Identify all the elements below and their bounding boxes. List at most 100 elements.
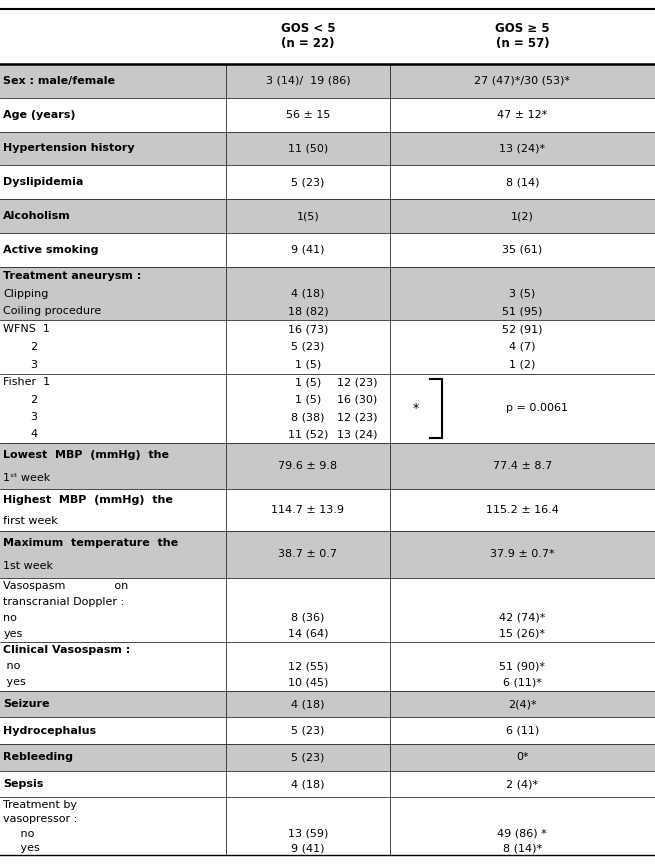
Text: 10 (45): 10 (45) — [288, 677, 328, 688]
Bar — [0, 797, 655, 855]
Text: 13 (59): 13 (59) — [288, 829, 328, 839]
Text: 51 (90)*: 51 (90)* — [499, 661, 546, 671]
Text: 5 (23): 5 (23) — [291, 342, 324, 352]
Text: 1 (5): 1 (5) — [295, 359, 321, 370]
Bar — [0, 267, 655, 321]
Bar — [0, 577, 655, 642]
Text: 49 (86) *: 49 (86) * — [498, 829, 547, 839]
Bar — [0, 200, 655, 233]
Bar — [0, 531, 655, 577]
Bar — [0, 690, 655, 717]
Text: 3: 3 — [3, 359, 38, 370]
Text: 12 (23): 12 (23) — [337, 412, 377, 422]
Text: 0*: 0* — [516, 753, 529, 762]
Text: 16 (73): 16 (73) — [288, 324, 328, 334]
Text: 8 (36): 8 (36) — [291, 613, 324, 623]
Bar — [0, 9, 655, 64]
Text: 5 (23): 5 (23) — [291, 177, 324, 187]
Bar — [0, 771, 655, 797]
Bar — [0, 642, 655, 690]
Text: Age (years): Age (years) — [3, 110, 76, 119]
Text: p = 0.0061: p = 0.0061 — [506, 403, 568, 413]
Text: 3 (14)/  19 (86): 3 (14)/ 19 (86) — [265, 76, 350, 86]
Bar — [0, 165, 655, 200]
Text: 16 (30): 16 (30) — [337, 395, 377, 404]
Text: Rebleeding: Rebleeding — [3, 753, 73, 762]
Bar — [0, 443, 655, 489]
Text: 2(4)*: 2(4)* — [508, 699, 536, 709]
Text: 8 (38): 8 (38) — [291, 412, 325, 422]
Text: transcranial Doppler :: transcranial Doppler : — [3, 597, 124, 607]
Text: Treatment by: Treatment by — [3, 800, 77, 810]
Bar — [0, 98, 655, 131]
Text: Maximum  temperature  the: Maximum temperature the — [3, 538, 178, 548]
Text: 47 ± 12*: 47 ± 12* — [497, 110, 548, 119]
Text: 37.9 ± 0.7*: 37.9 ± 0.7* — [490, 550, 555, 559]
Text: 4 (18): 4 (18) — [291, 289, 325, 299]
Text: 27 (47)*/30 (53)*: 27 (47)*/30 (53)* — [474, 76, 571, 86]
Text: 35 (61): 35 (61) — [502, 245, 542, 255]
Text: yes: yes — [3, 629, 22, 638]
Text: 6 (11): 6 (11) — [506, 726, 539, 736]
Text: 18 (82): 18 (82) — [288, 307, 328, 316]
Text: 1 (5): 1 (5) — [295, 378, 321, 387]
Text: yes: yes — [3, 843, 40, 853]
Text: 115.2 ± 16.4: 115.2 ± 16.4 — [486, 505, 559, 515]
Text: Vasospasm              on: Vasospasm on — [3, 581, 128, 591]
Text: 2: 2 — [3, 395, 39, 404]
Text: 79.6 ± 9.8: 79.6 ± 9.8 — [278, 461, 337, 471]
Text: 1(5): 1(5) — [297, 211, 319, 221]
Text: first week: first week — [3, 516, 58, 526]
Bar — [0, 717, 655, 744]
Text: Lowest  MBP  (mmHg)  the: Lowest MBP (mmHg) the — [3, 449, 169, 460]
Text: 52 (91): 52 (91) — [502, 324, 542, 334]
Bar — [0, 233, 655, 267]
Text: 2 (4)*: 2 (4)* — [506, 779, 538, 789]
Text: 1 (5): 1 (5) — [295, 395, 321, 404]
Text: no: no — [3, 613, 17, 623]
Text: 1st week: 1st week — [3, 561, 53, 571]
Bar — [0, 321, 655, 374]
Text: 77.4 ± 8.7: 77.4 ± 8.7 — [493, 461, 552, 471]
Text: 8 (14): 8 (14) — [506, 177, 539, 187]
Text: 38.7 ± 0.7: 38.7 ± 0.7 — [278, 550, 337, 559]
Text: *: * — [413, 402, 419, 415]
Text: 11 (52): 11 (52) — [288, 429, 328, 440]
Text: 5 (23): 5 (23) — [291, 753, 324, 762]
Text: 4: 4 — [3, 429, 39, 440]
Text: yes: yes — [3, 677, 26, 688]
Bar — [0, 64, 655, 98]
Text: 11 (50): 11 (50) — [288, 143, 328, 154]
Text: 4 (18): 4 (18) — [291, 779, 325, 789]
Text: Seizure: Seizure — [3, 699, 50, 709]
Text: 13 (24): 13 (24) — [337, 429, 377, 440]
Text: 1(2): 1(2) — [511, 211, 534, 221]
Text: no: no — [3, 829, 35, 839]
Text: vasopressor :: vasopressor : — [3, 814, 77, 824]
Bar — [0, 374, 655, 443]
Text: 2: 2 — [3, 342, 39, 352]
Text: 5 (23): 5 (23) — [291, 726, 324, 736]
Text: 4 (18): 4 (18) — [291, 699, 325, 709]
Text: Alcoholism: Alcoholism — [3, 211, 71, 221]
Text: GOS ≥ 5
(n = 57): GOS ≥ 5 (n = 57) — [495, 22, 550, 50]
Text: Fisher  1: Fisher 1 — [3, 378, 50, 387]
Text: Hypertension history: Hypertension history — [3, 143, 135, 154]
Text: 9 (41): 9 (41) — [291, 245, 325, 255]
Text: 56 ± 15: 56 ± 15 — [286, 110, 330, 119]
Text: 9 (41): 9 (41) — [291, 843, 325, 853]
Text: Sepsis: Sepsis — [3, 779, 44, 789]
Text: Highest  MBP  (mmHg)  the: Highest MBP (mmHg) the — [3, 495, 173, 505]
Text: Coiling procedure: Coiling procedure — [3, 307, 102, 316]
Text: Treatment aneurysm :: Treatment aneurysm : — [3, 270, 141, 281]
Text: 4 (7): 4 (7) — [509, 342, 536, 352]
Text: 3 (5): 3 (5) — [509, 289, 536, 299]
Text: 114.7 ± 13.9: 114.7 ± 13.9 — [271, 505, 345, 515]
Text: 12 (55): 12 (55) — [288, 661, 328, 671]
Text: Clipping: Clipping — [3, 289, 48, 299]
Text: 12 (23): 12 (23) — [337, 378, 377, 387]
Text: no: no — [3, 661, 21, 671]
Text: 3: 3 — [3, 412, 38, 422]
Text: Dyslipidemia: Dyslipidemia — [3, 177, 84, 187]
Text: 15 (26)*: 15 (26)* — [499, 629, 546, 638]
